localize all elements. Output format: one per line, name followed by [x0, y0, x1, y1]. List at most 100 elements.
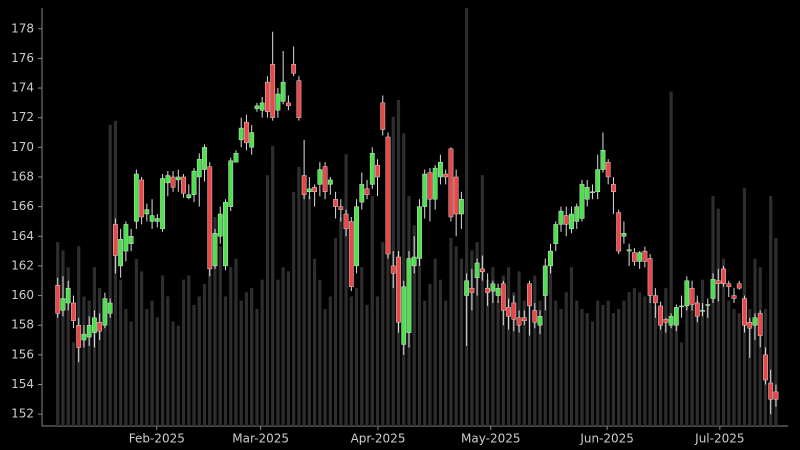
- candle-body: [616, 212, 622, 252]
- candle-body: [354, 206, 359, 267]
- volume-bar: [538, 300, 542, 426]
- volume-bar: [66, 267, 70, 426]
- y-tick-label: 156: [11, 347, 34, 361]
- volume-bar: [774, 237, 778, 426]
- candle-body: [343, 213, 349, 230]
- volume-bar: [176, 325, 180, 426]
- volume-bar: [700, 279, 705, 426]
- volume-bar: [622, 300, 626, 426]
- candle-body: [710, 279, 716, 299]
- volume-bar: [433, 258, 437, 426]
- volume-bar: [344, 154, 348, 427]
- volume-bar: [229, 267, 233, 426]
- y-tick-label: 172: [11, 110, 34, 124]
- volume-bar: [218, 246, 222, 426]
- candle-body: [317, 169, 323, 185]
- y-tick-label: 158: [11, 318, 34, 332]
- volume-bar: [685, 300, 689, 426]
- volume-bar: [155, 317, 159, 426]
- x-tick-label: Apr-2025: [351, 432, 406, 446]
- candle-body: [574, 206, 580, 222]
- candle-body: [86, 325, 92, 338]
- volume-bar: [664, 288, 668, 426]
- volume-bar: [601, 304, 605, 426]
- candle-body: [107, 302, 113, 314]
- y-tick-label: 152: [11, 407, 34, 421]
- volume-bar: [375, 296, 380, 426]
- volume-bar: [113, 120, 117, 427]
- candle-body: [280, 81, 286, 102]
- candle-body: [380, 102, 386, 130]
- volume-bar: [333, 237, 338, 426]
- candle-body: [742, 298, 747, 326]
- y-tick-label: 170: [11, 140, 34, 154]
- x-tick-label: Feb-2025: [129, 432, 185, 446]
- candle-body: [752, 317, 758, 326]
- candle-body: [757, 313, 763, 336]
- volume-bar: [370, 196, 374, 426]
- volume-bar: [323, 308, 327, 426]
- volume-bar: [292, 191, 296, 426]
- volume-bar: [769, 196, 773, 426]
- candle-body: [542, 265, 548, 296]
- volume-bar: [328, 296, 332, 426]
- candle-body: [595, 169, 601, 193]
- volume-bar: [213, 217, 217, 426]
- volume-bar: [627, 292, 631, 426]
- candle-body: [296, 80, 302, 118]
- volume-bar: [187, 275, 191, 426]
- candle-body: [726, 283, 732, 287]
- volume-bar: [150, 300, 154, 426]
- volume-bar: [638, 292, 642, 426]
- volume-bar: [271, 145, 275, 426]
- candle-body: [375, 164, 380, 178]
- volume-bar: [108, 125, 112, 426]
- volume-bar: [265, 175, 270, 426]
- volume-bar: [402, 133, 406, 426]
- candle-body: [322, 166, 328, 193]
- candle-body: [768, 382, 774, 400]
- candle-body: [170, 176, 176, 188]
- volume-bar: [145, 308, 149, 426]
- volume-bar: [365, 304, 369, 426]
- candle-body: [249, 132, 255, 148]
- volume-bar: [690, 288, 694, 426]
- volume-bar: [480, 175, 484, 426]
- candle-body: [700, 310, 705, 312]
- volume-bar: [318, 279, 322, 426]
- volume-bar: [679, 342, 684, 426]
- candle-body: [385, 136, 391, 255]
- volume-bar: [449, 237, 453, 426]
- volume-bar: [202, 283, 207, 426]
- candle-body: [721, 268, 726, 284]
- x-tick-label: May-2025: [461, 432, 520, 446]
- volume-bar: [197, 296, 201, 426]
- y-tick-label: 160: [11, 288, 34, 302]
- candle-body: [684, 280, 690, 307]
- volume-bar: [695, 300, 699, 426]
- candle-body: [369, 153, 375, 185]
- volume-bar: [643, 296, 647, 426]
- candle-body: [511, 302, 517, 320]
- x-tick-label: Jul-2025: [694, 432, 744, 446]
- candle-body: [579, 184, 585, 219]
- y-tick-label: 176: [11, 51, 34, 65]
- candle-body: [694, 302, 700, 317]
- candle-body: [563, 215, 569, 225]
- candle-body: [731, 295, 737, 299]
- candle-body: [584, 187, 590, 200]
- volume-bar: [617, 308, 621, 426]
- volume-bar: [737, 313, 741, 426]
- candle-body: [553, 224, 559, 244]
- volume-bar: [281, 267, 285, 426]
- volume-bar: [297, 166, 301, 426]
- candle-body: [673, 307, 679, 326]
- volume-bar: [491, 267, 495, 426]
- candle-body: [401, 286, 407, 345]
- candle-body: [763, 354, 768, 381]
- candle-body: [469, 287, 475, 293]
- candle-body: [679, 305, 684, 308]
- volume-bar: [87, 300, 91, 426]
- candle-body: [558, 210, 564, 225]
- volume-bar: [244, 292, 249, 426]
